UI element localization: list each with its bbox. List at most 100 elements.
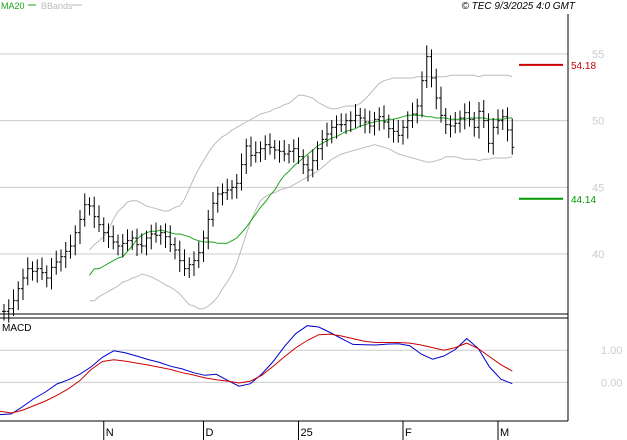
ohlc-bar (491, 118, 496, 155)
ohlc-bar (6, 299, 11, 323)
legend-bbands: BBands (41, 1, 73, 11)
ohlc-bar (215, 186, 220, 213)
macd-signal-line (0, 333, 513, 414)
bbands-upper-line (89, 74, 513, 251)
price-levels: 54.18 44.14 (519, 61, 596, 206)
ohlc-bar (120, 234, 125, 258)
ohlc-bar (282, 140, 287, 162)
ohlc-bar (182, 249, 187, 276)
ohlc-bar (353, 104, 358, 128)
ohlc-bar (363, 108, 367, 134)
macd-ytick-label: 1.00 (601, 345, 622, 357)
ohlc-bar (49, 258, 54, 290)
macd-grid (0, 349, 568, 383)
ohlc-bar (225, 178, 230, 200)
ohlc-bar (16, 281, 21, 310)
ohlc-bar (301, 149, 306, 174)
ohlc-bar (173, 237, 177, 260)
ohlc-bar (168, 225, 173, 252)
ohlc-bar (320, 130, 325, 160)
ohlc-bar (505, 107, 510, 142)
ohlc-bars (2, 45, 515, 323)
ohlc-bar (358, 108, 363, 128)
ohlc-bar (177, 240, 182, 272)
price-ytick-label: 50 (592, 116, 604, 128)
ohlc-bar (310, 149, 315, 178)
ohlc-bar (158, 225, 163, 245)
price-ytick-label: 45 (592, 182, 604, 194)
price-level-label: 44.14 (571, 195, 596, 206)
ohlc-bar (68, 234, 73, 259)
ohlc-bar (230, 180, 234, 200)
ohlc-bar (443, 108, 448, 134)
ohlc-bar (296, 137, 301, 164)
x-tick-label: D (206, 427, 214, 439)
ohlc-bar (467, 101, 472, 127)
macd-ytick-label: 0.00 (601, 377, 622, 389)
macd-line (0, 325, 513, 416)
ohlc-bar (391, 119, 396, 143)
ohlc-bar (253, 141, 258, 163)
ohlc-bar (258, 141, 263, 162)
ohlc-bar (458, 110, 462, 133)
x-tick-label: M (500, 427, 509, 439)
ohlc-bar (410, 102, 415, 128)
ohlc-bar (377, 107, 382, 131)
ohlc-bar (97, 205, 101, 232)
ohlc-bar (472, 112, 477, 137)
price-grid (0, 53, 568, 255)
ohlc-bar (306, 155, 310, 182)
ohlc-bar (101, 217, 106, 242)
price-level-label: 54.18 (571, 61, 596, 72)
ohlc-bar (2, 304, 6, 321)
ohlc-bar (220, 183, 225, 206)
ohlc-bar (206, 210, 211, 250)
ohlc-bar (239, 153, 244, 191)
ohlc-bar (35, 259, 40, 283)
ohlc-bar (496, 109, 500, 135)
ohlc-bar (106, 223, 111, 248)
copyright-timestamp: © TEC 9/3/2025 4:0 GMT (461, 1, 575, 12)
ohlc-bar (78, 210, 82, 244)
ohlc-bar (125, 229, 130, 251)
ohlc-bar (486, 113, 491, 153)
ohlc-bar (111, 225, 116, 250)
ohlc-bar (315, 141, 320, 170)
price-ytick-label: 55 (592, 49, 604, 61)
ohlc-bar (21, 268, 25, 300)
ohlc-bar (448, 115, 453, 138)
ohlc-bar (30, 261, 35, 281)
ohlc-bar (462, 103, 467, 130)
ohlc-bar (44, 265, 49, 288)
macd-y-ticks: 1.00 0.00 (601, 345, 622, 389)
ohlc-bar (424, 45, 429, 88)
legend-ma20: MA20 (1, 1, 25, 11)
ohlc-bar (277, 140, 282, 163)
ohlc-bar (396, 120, 401, 143)
ohlc-bar (272, 140, 277, 160)
ohlc-bar (116, 234, 120, 256)
ohlc-bar (11, 289, 16, 316)
ohlc-bar (386, 114, 391, 138)
ohlc-bar (453, 112, 458, 134)
ohlc-bar (149, 224, 154, 250)
ohlc-bar (405, 111, 410, 139)
ohlc-bar (25, 257, 30, 286)
macd-panel (0, 318, 568, 421)
ohlc-bar (329, 120, 334, 144)
ohlc-bar (63, 242, 68, 268)
ma20-line-group (89, 114, 513, 276)
bbands-lower-line (89, 144, 513, 310)
bollinger-bands (89, 74, 513, 310)
ohlc-bar (344, 113, 348, 134)
ohlc-bar (429, 49, 434, 88)
ohlc-bar (325, 122, 329, 147)
ohlc-bar (87, 197, 92, 216)
ohlc-bar (420, 71, 424, 118)
ohlc-bar (54, 250, 59, 275)
ohlc-bar (500, 109, 505, 130)
x-tick-label: N (106, 427, 114, 439)
ohlc-bar (130, 230, 135, 250)
price-ytick-label: 40 (592, 249, 604, 261)
